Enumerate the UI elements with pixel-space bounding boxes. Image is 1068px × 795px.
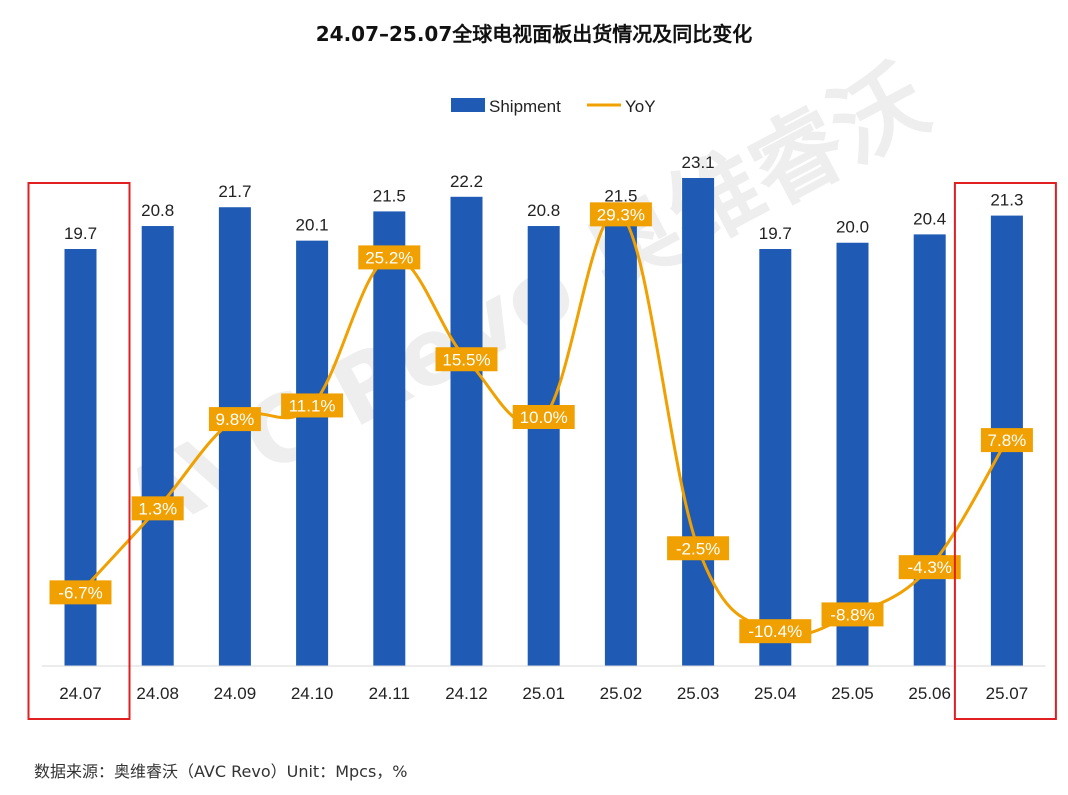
yoy-label-box-24.09: [208, 407, 261, 432]
yoy-point-24.09: 9.8%: [208, 407, 261, 432]
yoy-label-box-24.08: [131, 496, 184, 521]
x-tick-24.10: 24.10: [291, 684, 334, 703]
highlight-boxes: [27, 182, 1057, 720]
bar-value-label-24.11: 21.5: [373, 186, 406, 205]
x-tick-25.02: 25.02: [600, 684, 643, 703]
bar-24.09: [218, 207, 251, 666]
chart-title: 24.07–25.07全球电视面板出货情况及同比变化: [315, 22, 753, 46]
bar-value-label-25.01: 20.8: [527, 201, 560, 220]
bar-value-label-24.08: 20.8: [141, 201, 174, 220]
legend-label-shipment: Shipment: [489, 97, 561, 116]
source-note: 数据来源：奥维睿沃（AVC Revo）Unit：Mpcs，%: [34, 762, 408, 781]
x-tick-24.11: 24.11: [369, 684, 410, 703]
yoy-label-box-25.05: [821, 602, 884, 627]
bar-25.03: [682, 178, 715, 666]
bar-value-labels: 19.7 20.8 21.7 20.1 21.5 22.2 20.8 21.5 23.1 19.7…: [64, 153, 1023, 243]
legend-swatch-shipment: [451, 98, 485, 112]
yoy-label-box-25.04: [739, 619, 812, 644]
bar-value-label-24.12: 22.2: [450, 172, 483, 191]
x-tick-25.07: 25.07: [986, 684, 1029, 703]
highlight-box-24.07: [27, 182, 131, 720]
bar-value-label-25.02: 21.5: [604, 186, 637, 205]
legend: Shipment YoY: [451, 97, 656, 116]
yoy-point-25.01: 10.0%: [512, 405, 575, 429]
yoy-label-24.08: 1.3%: [138, 499, 177, 518]
yoy-label-25.02: 29.3%: [597, 205, 645, 224]
bar-value-label-24.09: 21.7: [218, 182, 251, 201]
yoy-label-box-24.12: [435, 347, 498, 372]
x-tick-25.03: 25.03: [677, 684, 720, 703]
bar-value-label-25.07: 21.3: [990, 191, 1023, 210]
yoy-label-25.05: -8.8%: [830, 605, 874, 624]
yoy-label-box-25.03: [667, 536, 730, 561]
bar-25.06: [913, 234, 946, 666]
bar-value-label-24.10: 20.1: [296, 216, 329, 235]
bar-value-label-25.04: 19.7: [759, 224, 792, 243]
bar-25.01: [527, 226, 560, 666]
x-tick-24.07: 24.07: [59, 684, 102, 703]
x-tick-25.04: 25.04: [754, 684, 797, 703]
x-tick-24.09: 24.09: [214, 684, 257, 703]
yoy-labels: -6.7% 1.3% 9.8% 11.1% 25.2% 15.5% 10.0% 29.3% -2…: [49, 202, 1033, 644]
yoy-point-25.06: -4.3%: [898, 555, 961, 580]
yoy-label-24.11: 25.2%: [365, 248, 413, 267]
bar-value-label-24.07: 19.7: [64, 224, 97, 243]
yoy-point-24.07: -6.7%: [49, 580, 112, 605]
yoy-label-box-24.10: [281, 393, 344, 418]
yoy-label-box-24.11: [358, 245, 421, 270]
bar-25.05: [836, 242, 869, 666]
bar-25.02: [604, 211, 637, 667]
yoy-point-25.02: 29.3%: [589, 202, 652, 227]
yoy-label-25.04: -10.4%: [748, 622, 802, 641]
x-tick-24.08: 24.08: [136, 684, 179, 703]
bar-value-label-25.05: 20.0: [836, 218, 869, 237]
x-tick-25.01: 25.01: [522, 684, 565, 703]
yoy-label-24.07: -6.7%: [58, 583, 102, 602]
bar-24.12: [450, 196, 483, 666]
yoy-label-24.09: 9.8%: [216, 410, 255, 429]
yoy-label-box-25.06: [898, 555, 961, 580]
yoy-label-25.07: 7.8%: [988, 431, 1027, 450]
yoy-label-box-25.02: [589, 202, 652, 227]
chart-area: AVC Revo 奥维睿沃 Shipment YoY 19.720.821.72…: [27, 46, 1057, 720]
yoy-point-24.10: 11.1%: [281, 393, 344, 418]
yoy-label-box-25.07: [980, 428, 1033, 453]
x-axis-tick-labels: 24.07 24.08 24.09 24.10 24.11 24.12 25.01 25.02…: [59, 684, 1028, 703]
x-tick-25.06: 25.06: [908, 684, 951, 703]
yoy-point-24.11: 25.2%: [358, 245, 421, 270]
yoy-label-24.12: 15.5%: [442, 350, 490, 369]
bar-value-label-25.03: 23.1: [682, 153, 715, 172]
legend-label-yoy: YoY: [625, 97, 656, 116]
x-tick-25.05: 25.05: [831, 684, 874, 703]
yoy-label-25.03: -2.5%: [676, 539, 720, 558]
yoy-point-25.07: 7.8%: [980, 428, 1033, 453]
bar-value-label-25.06: 20.4: [913, 209, 946, 228]
bar-series-shipment: [64, 178, 1023, 667]
bar-24.11: [373, 211, 406, 667]
yoy-point-25.04: -10.4%: [739, 619, 812, 644]
yoy-point-24.08: 1.3%: [131, 496, 184, 521]
yoy-point-25.03: -2.5%: [667, 536, 730, 561]
yoy-label-25.01: 10.0%: [520, 408, 568, 427]
bar-24.10: [296, 240, 329, 666]
yoy-label-box-24.07: [49, 580, 112, 605]
bar-25.04: [759, 249, 792, 666]
yoy-label-box-25.01: [512, 405, 575, 429]
yoy-point-24.12: 15.5%: [435, 347, 498, 372]
highlight-box-25.07: [953, 182, 1057, 720]
x-tick-24.12: 24.12: [445, 684, 488, 703]
yoy-label-25.06: -4.3%: [907, 558, 951, 577]
yoy-point-25.05: -8.8%: [821, 602, 884, 627]
yoy-label-24.10: 11.1%: [289, 396, 336, 415]
bar-24.08: [141, 226, 174, 666]
